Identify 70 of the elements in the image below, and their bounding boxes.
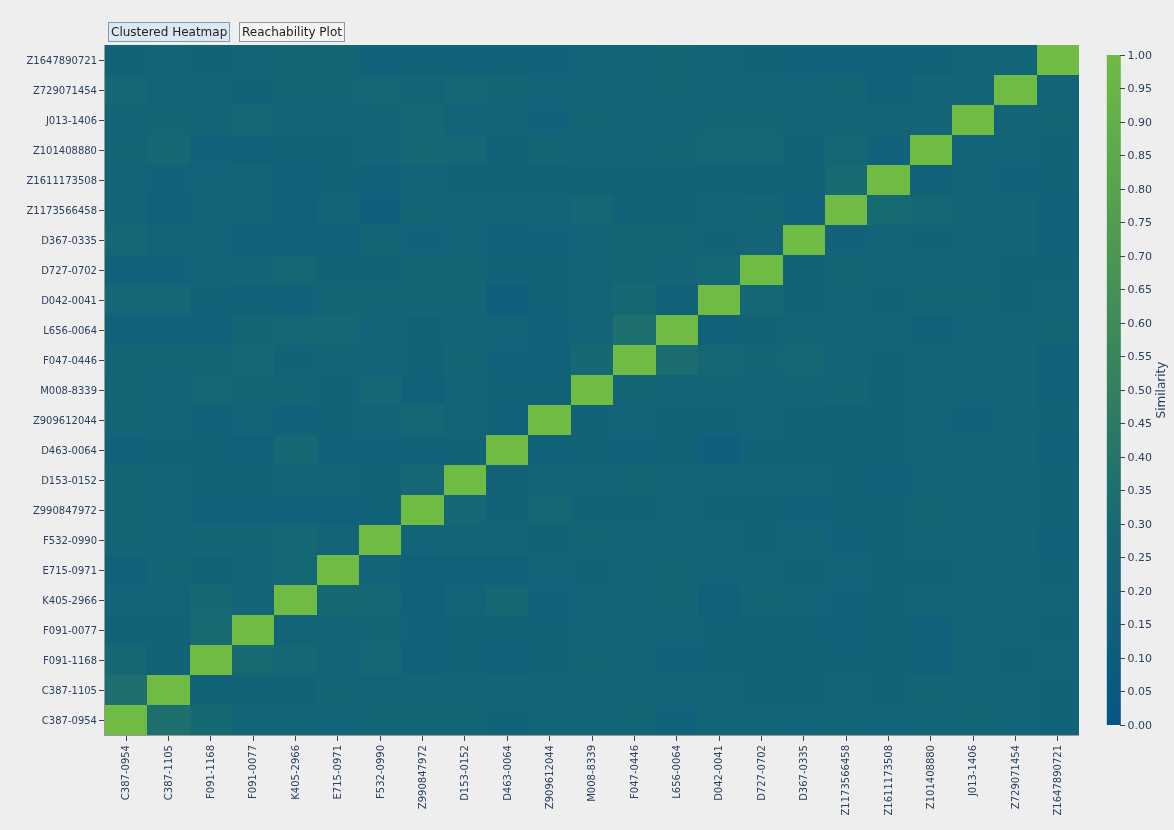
x-tick-label: L656-0064 (670, 745, 682, 799)
y-tick-label: Z909612044 (32, 414, 97, 426)
x-tick-label: Z101408880 (925, 745, 937, 810)
y-tick-label: M008-8339 (40, 384, 97, 396)
y-tick-label: L656-0064 (43, 324, 97, 336)
x-tick-label: Z1647890721 (1052, 745, 1064, 816)
color-bar-label: 0.65 (1127, 283, 1152, 297)
y-tick-label: C387-0954 (41, 714, 97, 726)
y-tick-label: D153-0152 (41, 474, 97, 486)
y-tick-label: J013-1406 (44, 114, 97, 126)
y-tick-label: Z1611173508 (26, 174, 97, 186)
color-bar-label: 0.95 (1127, 82, 1152, 96)
x-tick-label: F047-0446 (628, 745, 640, 799)
x-tick-label: Z909612044 (543, 745, 555, 810)
color-bar-label: 0.45 (1127, 417, 1152, 431)
y-tick-label: E715-0971 (42, 564, 97, 576)
x-tick-label: M008-8339 (586, 745, 598, 802)
x-tick-label: D367-0335 (797, 745, 809, 801)
x-tick-label: J013-1406 (967, 745, 979, 798)
x-tick-label: D463-0064 (501, 745, 513, 801)
color-bar-label: 0.20 (1127, 584, 1152, 598)
text: Clustered Heatmap (111, 25, 228, 39)
color-bar-label: 0.10 (1127, 651, 1152, 665)
color-bar-label: 0.15 (1127, 618, 1152, 632)
color-bar-label: 0.35 (1127, 484, 1152, 498)
y-tick-label: Z729071454 (32, 84, 97, 96)
color-bar-label: 0.85 (1127, 149, 1152, 163)
x-tick-label: E715-0971 (332, 745, 344, 800)
y-tick-label: D042-0041 (41, 294, 97, 306)
y-tick-label: F091-0077 (43, 624, 97, 636)
y-tick-label: Z101408880 (32, 144, 97, 156)
y-tick-label: Z1647890721 (26, 54, 97, 66)
y-tick-label: C387-1105 (41, 684, 97, 696)
y-tick-label: Z1173566458 (26, 204, 97, 216)
y-tick-label: D367-0335 (41, 234, 97, 246)
color-bar-label: 0.25 (1127, 551, 1152, 565)
color-bar-label: 0.80 (1127, 182, 1152, 196)
y-tick-label: D463-0064 (41, 444, 97, 456)
color-bar-label: 0.70 (1127, 249, 1152, 263)
color-bar-label: 0.60 (1127, 316, 1152, 330)
color-bar-label: 0.90 (1127, 115, 1152, 129)
x-tick-label: F532-0990 (374, 745, 386, 799)
x-tick-label: D153-0152 (459, 745, 471, 801)
x-tick-label: F091-1168 (205, 745, 217, 799)
x-tick-label: Z990847972 (416, 745, 428, 810)
color-bar-label: 0.40 (1127, 450, 1152, 464)
color-bar-label: 0.30 (1127, 517, 1152, 531)
color-bar-title: Similarity (1154, 361, 1168, 419)
y-tick-label: K405-2966 (42, 594, 97, 606)
color-bar-label: 0.05 (1127, 685, 1152, 699)
color-bar-label: 1.00 (1127, 48, 1152, 62)
color-bar-label: 0.55 (1127, 350, 1152, 364)
text: Reachability Plot (242, 25, 343, 39)
y-tick-label: F532-0990 (43, 534, 97, 546)
x-tick-label: D727-0702 (755, 745, 767, 801)
x-tick-label: Z729071454 (1009, 745, 1021, 810)
x-tick-label: D042-0041 (713, 745, 725, 801)
x-tick-label: C387-0954 (120, 745, 132, 801)
color-bar-label: 0.00 (1127, 718, 1152, 732)
y-tick-label: F091-1168 (43, 654, 97, 666)
color-bar-label: 0.50 (1127, 383, 1152, 397)
x-tick-label: Z1611173508 (882, 745, 894, 816)
x-tick-label: Z1173566458 (840, 745, 852, 816)
color-bar-label: 0.75 (1127, 216, 1152, 230)
y-tick-label: D727-0702 (41, 264, 97, 276)
x-tick-label: K405-2966 (289, 745, 301, 800)
x-tick-label: C387-1105 (162, 745, 174, 801)
y-tick-label: Z990847972 (32, 504, 97, 516)
x-tick-label: F091-0077 (247, 745, 259, 799)
y-tick-label: F047-0446 (43, 354, 97, 366)
